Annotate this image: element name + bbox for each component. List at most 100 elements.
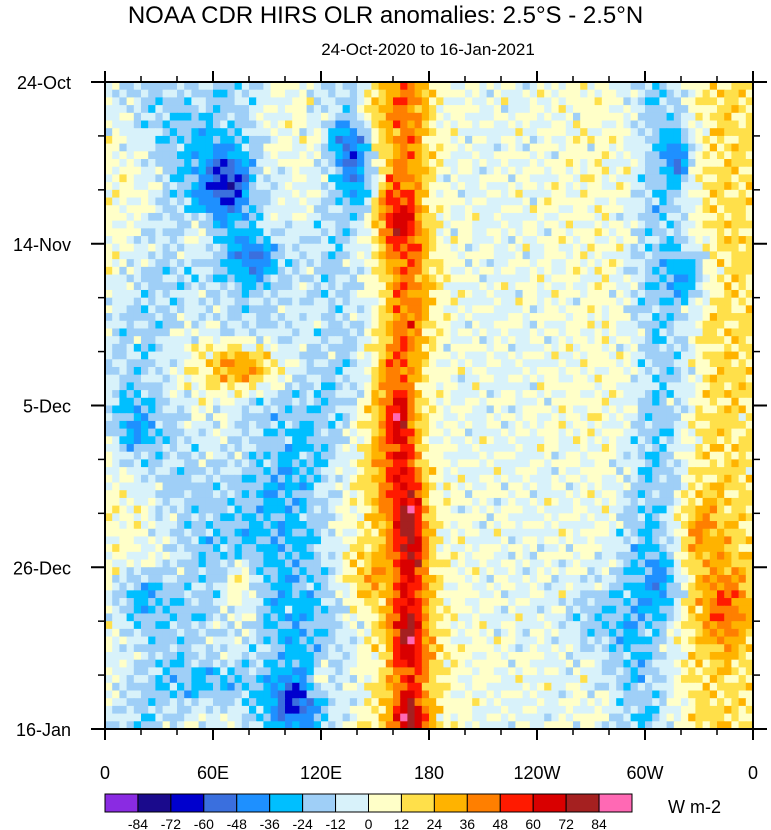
field-cell	[119, 359, 128, 368]
field-cell	[227, 89, 236, 98]
field-cell	[371, 428, 380, 437]
field-cell	[681, 459, 689, 468]
field-cell	[537, 444, 545, 453]
field-cell	[681, 320, 689, 330]
field-cell	[198, 182, 207, 191]
field-cell	[508, 212, 516, 222]
field-cell	[119, 397, 128, 407]
field-cell	[126, 459, 135, 468]
field-cell	[241, 366, 250, 376]
field-cell	[659, 328, 668, 337]
field-cell	[112, 174, 120, 183]
field-cell	[393, 212, 401, 222]
field-cell	[105, 351, 113, 360]
field-cell	[724, 282, 732, 291]
field-cell	[450, 197, 459, 206]
field-cell	[198, 159, 207, 168]
field-cell	[551, 451, 560, 461]
field-cell	[220, 467, 228, 476]
field-cell	[623, 220, 632, 229]
field-cell	[227, 382, 236, 391]
field-cell	[299, 374, 308, 383]
field-cell	[529, 497, 538, 507]
field-cell	[702, 236, 711, 245]
field-cell	[321, 82, 329, 91]
field-cell	[529, 428, 538, 437]
field-cell	[133, 459, 142, 468]
field-cell	[565, 97, 574, 106]
field-cell	[623, 274, 632, 283]
field-cell	[342, 166, 351, 176]
field-cell	[220, 128, 228, 137]
field-cell	[357, 135, 365, 145]
field-cell	[688, 490, 696, 499]
field-cell	[198, 105, 207, 114]
field-cell	[205, 459, 214, 468]
field-cell	[688, 143, 696, 152]
field-cell	[205, 197, 214, 206]
field-cell	[745, 328, 754, 337]
field-cell	[357, 159, 365, 168]
field-cell	[544, 289, 552, 299]
field-cell	[141, 474, 149, 484]
field-cell	[371, 274, 380, 283]
field-cell	[349, 220, 358, 229]
field-cell	[184, 182, 192, 191]
field-cell	[443, 482, 452, 491]
field-cell	[148, 159, 156, 168]
field-cell	[141, 428, 149, 437]
field-cell	[493, 220, 502, 229]
field-cell	[270, 243, 279, 253]
field-cell	[479, 320, 488, 330]
field-cell	[285, 143, 293, 152]
field-cell	[321, 305, 329, 314]
field-cell	[177, 289, 185, 299]
field-cell	[544, 467, 552, 476]
field-cell	[630, 313, 639, 322]
field-cell	[501, 274, 509, 283]
field-cell	[184, 143, 192, 152]
field-cell	[565, 497, 574, 507]
field-cell	[342, 182, 351, 191]
field-cell	[601, 220, 610, 229]
field-cell	[277, 251, 286, 260]
field-cell	[328, 366, 336, 376]
field-cell	[227, 328, 236, 337]
field-cell	[623, 89, 632, 98]
field-cell	[717, 459, 725, 468]
field-cell	[414, 505, 423, 514]
field-cell	[378, 143, 387, 152]
field-cell	[493, 467, 502, 476]
field-cell	[587, 482, 596, 491]
field-cell	[126, 243, 135, 253]
field-cell	[666, 436, 675, 445]
field-cell	[378, 505, 387, 514]
field-cell	[558, 182, 567, 191]
field-cell	[688, 336, 696, 345]
field-cell	[364, 228, 372, 237]
field-cell	[724, 297, 732, 306]
field-cell	[501, 428, 509, 437]
field-cell	[371, 436, 380, 445]
field-cell	[529, 436, 538, 445]
field-cell	[472, 166, 480, 176]
field-cell	[515, 266, 524, 276]
field-cell	[515, 174, 524, 183]
field-cell	[457, 497, 466, 507]
field-cell	[637, 82, 646, 91]
field-cell	[544, 313, 552, 322]
field-cell	[717, 328, 725, 337]
field-cell	[169, 436, 178, 445]
field-cell	[313, 89, 322, 98]
field-cell	[702, 266, 711, 276]
field-cell	[133, 120, 142, 129]
field-cell	[299, 182, 308, 191]
field-cell	[407, 182, 416, 191]
field-cell	[558, 390, 567, 399]
field-cell	[623, 497, 632, 507]
field-cell	[443, 366, 452, 376]
field-cell	[745, 497, 754, 507]
field-cell	[133, 182, 142, 191]
field-cell	[393, 135, 401, 145]
field-cell	[544, 474, 552, 484]
